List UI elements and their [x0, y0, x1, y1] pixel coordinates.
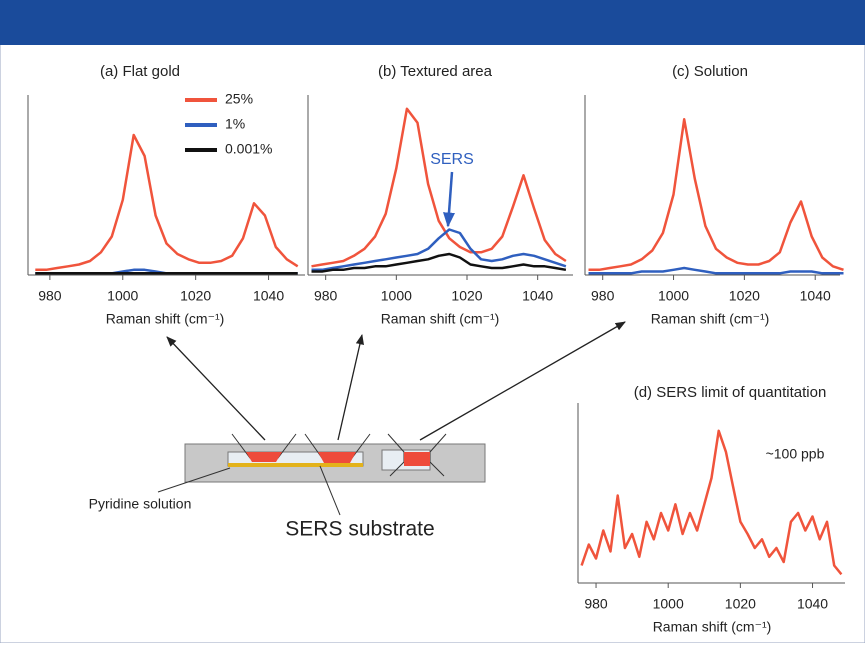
- focus: [246, 452, 282, 462]
- chart-title: (b) Textured area: [378, 63, 493, 80]
- chart-title: (a) Flat gold: [100, 63, 180, 80]
- spectrum-line: [311, 107, 567, 268]
- spectrum-line: [588, 266, 844, 275]
- x-axis-label: Raman shift (cm⁻¹): [653, 619, 772, 635]
- x-axis-label: Raman shift (cm⁻¹): [651, 311, 770, 327]
- x-tick-label: 1040: [522, 288, 553, 304]
- chart-title: (c) Solution: [672, 63, 748, 80]
- annotation: ~100 ppb: [766, 446, 825, 462]
- chart-title: (d) SERS limit of quantitation: [634, 384, 827, 401]
- x-axis-label: Raman shift (cm⁻¹): [381, 311, 500, 327]
- x-tick-label: 980: [38, 288, 62, 304]
- annotation-arrow: [443, 171, 455, 228]
- x-tick-label: 1040: [800, 288, 831, 304]
- legend-label: 25%: [225, 91, 253, 107]
- x-tick-label: 1020: [725, 596, 756, 612]
- x-tick-label: 1040: [253, 288, 284, 304]
- x-tick-label: 1000: [653, 596, 684, 612]
- x-tick-label: 1020: [729, 288, 760, 304]
- legend-label: 1%: [225, 116, 245, 132]
- x-tick-label: 1040: [797, 596, 828, 612]
- x-tick-label: 980: [584, 596, 608, 612]
- substrate: [228, 463, 363, 467]
- spectrum-line: [311, 228, 567, 272]
- x-axis-label: Raman shift (cm⁻¹): [106, 311, 225, 327]
- leader: [319, 465, 341, 516]
- substrate-label: SERS substrate: [285, 518, 434, 541]
- annotation: SERS: [430, 151, 474, 168]
- spectrum-line: [35, 133, 299, 272]
- arrow: [419, 321, 626, 441]
- x-tick-label: 980: [314, 288, 338, 304]
- x-tick-label: 980: [591, 288, 615, 304]
- arrow: [166, 336, 266, 441]
- focus: [318, 452, 356, 463]
- x-tick-label: 1000: [381, 288, 412, 304]
- device-diagram: Pyridine solution SERS substrate: [89, 321, 626, 541]
- header-bar: [0, 0, 865, 45]
- arrow: [337, 333, 364, 441]
- spectrum-line: [580, 429, 843, 576]
- spectrum-line: [311, 252, 567, 273]
- spectrum-line: [588, 118, 844, 272]
- x-tick-label: 1020: [180, 288, 211, 304]
- x-tick-label: 1020: [451, 288, 482, 304]
- legend-label: 0.001%: [225, 141, 272, 157]
- solution-label: Pyridine solution: [89, 496, 192, 512]
- x-tick-label: 1000: [658, 288, 689, 304]
- x-tick-label: 1000: [107, 288, 138, 304]
- leader: [157, 467, 231, 493]
- focus: [404, 452, 430, 466]
